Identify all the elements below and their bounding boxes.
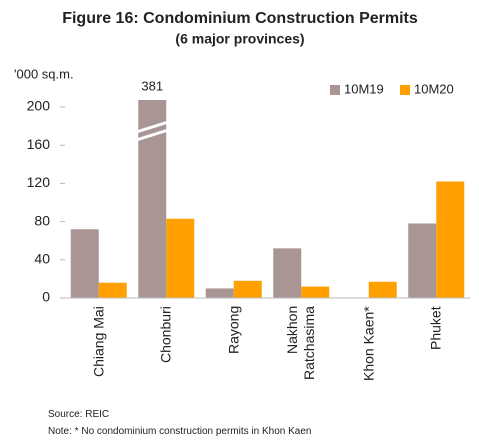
x-tick-label: Nakhon Ratchasima	[284, 306, 318, 380]
note: Note: * No condominium construction perm…	[48, 426, 312, 437]
bar	[166, 218, 195, 298]
x-tick-label: Chonburi	[157, 306, 174, 363]
legend-swatch	[400, 85, 410, 95]
x-tick-label: Khon Kaen*	[360, 306, 377, 381]
bar	[98, 282, 127, 298]
bar	[70, 229, 99, 298]
bar	[368, 281, 397, 298]
x-tick-label: Chiang Mai	[90, 306, 107, 377]
x-tick-label: Phuket	[427, 306, 444, 350]
y-tick-label: 160	[27, 136, 51, 152]
y-tick-label: 120	[27, 174, 51, 190]
legend-label: 10M19	[344, 81, 384, 96]
plot-area	[70, 100, 465, 299]
y-tick-label: 0	[42, 289, 50, 305]
bar	[301, 286, 330, 298]
data-label: 381	[141, 78, 163, 93]
x-tick-label: Rayong	[225, 306, 242, 355]
axis-break	[135, 120, 169, 142]
y-tick-label: 200	[27, 98, 51, 114]
bar	[233, 280, 262, 298]
y-tick-label: 80	[34, 212, 50, 228]
bar	[408, 223, 437, 298]
chart-subtitle: (6 major provinces)	[175, 31, 304, 47]
bar	[273, 248, 302, 298]
y-tick-label: 40	[34, 251, 50, 267]
source: Source: REIC	[48, 409, 110, 420]
bar	[138, 100, 167, 299]
legend-label: 10M20	[414, 81, 454, 96]
y-axis-label: '000 sq.m.	[14, 66, 74, 81]
legend-swatch	[330, 85, 340, 95]
bar	[205, 288, 234, 298]
chart-title: Figure 16: Condominium Construction Perm…	[62, 10, 418, 27]
bar	[436, 181, 465, 298]
